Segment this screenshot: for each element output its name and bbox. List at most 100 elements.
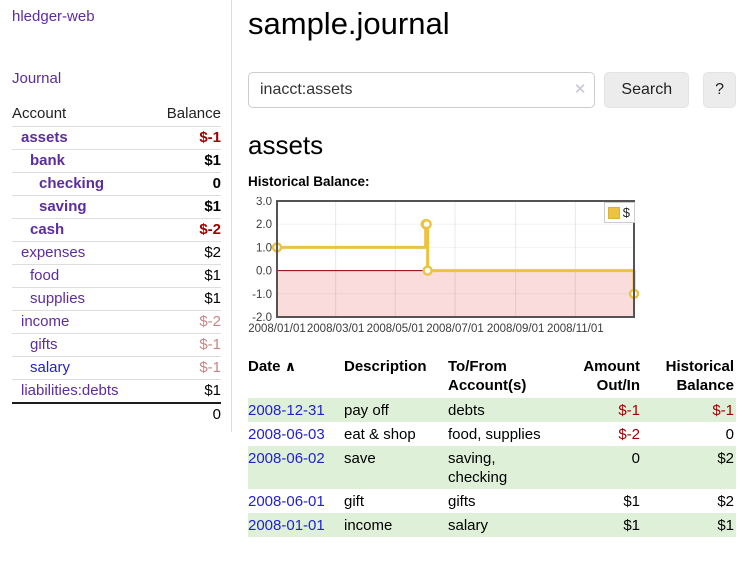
svg-text:2008/09/01: 2008/09/01 (487, 323, 545, 335)
svg-text:2008/07/01: 2008/07/01 (426, 323, 484, 335)
register-header-accounts: To/From Account(s) (448, 358, 527, 394)
account-row: liabilities:debts $1 (12, 379, 221, 403)
search-input[interactable] (248, 72, 596, 108)
register-row: 2008-06-01 gift gifts $1 $2 (248, 489, 736, 513)
register-amount-cell: $-1 (560, 398, 642, 422)
legend-series-label: $ (622, 205, 630, 220)
account-row: supplies $1 (12, 287, 221, 311)
register-amount-cell: $-2 (618, 425, 640, 443)
account-heading: assets (248, 130, 324, 160)
accounts-table-body: assets $-1 bank $1 checking 0 saving $1 cash $-2 e… (12, 126, 221, 403)
search-help-button[interactable]: ? (703, 72, 736, 108)
chart-legend: $ (603, 202, 635, 223)
clear-search-icon[interactable]: ✕ (573, 81, 587, 98)
account-balance: $1 (150, 379, 221, 403)
register-header-description: Description (344, 358, 427, 375)
transaction-date-link[interactable]: 2008-06-01 (248, 492, 325, 510)
register-date-cell: 2008-06-03 (248, 422, 344, 446)
accounts-header-account: Account (12, 105, 67, 122)
account-row: expenses $2 (12, 241, 221, 265)
svg-text:2008/05/01: 2008/05/01 (367, 323, 425, 335)
account-balance: $2 (150, 241, 221, 265)
svg-text:-1.0: -1.0 (252, 289, 272, 301)
account-link-salary[interactable]: salary (30, 359, 71, 376)
register-balance-cell: $2 (717, 492, 734, 510)
register-row: 2008-06-03 eat & shop food, supplies $-2 0 (248, 422, 736, 446)
register-accounts-cell: saving, checking (448, 446, 560, 489)
register-accounts-cell: food, supplies (448, 425, 541, 443)
register-table: Date ∧ Description To/From Account(s) Am… (248, 355, 736, 537)
register-accounts-cell: salary (448, 513, 560, 537)
account-row: checking 0 (12, 172, 221, 196)
register-header-date[interactable]: Date ∧ (248, 358, 297, 375)
svg-text:-2.0: -2.0 (252, 312, 272, 324)
register-header-amount: Amount Out/In (583, 358, 640, 394)
account-link-food[interactable]: food (30, 267, 60, 284)
app-title-link[interactable]: hledger-web (12, 8, 95, 25)
search-button[interactable]: Search (604, 72, 690, 108)
account-link-gifts[interactable]: gifts (30, 336, 58, 353)
register-row: 2008-01-01 income salary $1 $1 (248, 513, 736, 537)
register-date-cell: 2008-06-01 (248, 489, 344, 513)
account-link-liabilities-debts[interactable]: liabilities:debts (21, 382, 119, 399)
register-date-cell: 2008-06-02 (248, 446, 344, 489)
svg-text:1.0: 1.0 (256, 242, 272, 254)
account-link-saving[interactable]: saving (39, 198, 87, 215)
legend-swatch-icon (607, 206, 620, 219)
register-description-cell: eat & shop (344, 425, 416, 443)
accounts-total-row: 0 (12, 402, 221, 426)
svg-text:2.0: 2.0 (256, 219, 272, 231)
app-layout: hledger-web Journal Account Balance asse… (0, 0, 736, 537)
account-row: income $-2 (12, 310, 221, 334)
accounts-header-balance: Balance (166, 105, 221, 122)
accounts-total-balance: 0 (150, 402, 221, 426)
transaction-date-link[interactable]: 2008-01-01 (248, 516, 325, 534)
register-header-row: Date ∧ Description To/From Account(s) Am… (248, 355, 736, 398)
account-link-bank[interactable]: bank (30, 152, 66, 169)
register-header-balance: Historical Balance (665, 358, 734, 394)
account-link-supplies[interactable]: supplies (30, 290, 86, 307)
account-link-income[interactable]: income (21, 313, 70, 330)
account-row: bank $1 (12, 149, 221, 173)
sidebar: hledger-web Journal Account Balance asse… (0, 0, 232, 432)
register-balance-cell: $1 (642, 513, 736, 537)
register-balance-cell: 0 (725, 425, 734, 443)
account-balance: $-2 (150, 218, 221, 242)
transaction-date-link[interactable]: 2008-06-03 (248, 425, 325, 443)
transaction-date-link[interactable]: 2008-12-31 (248, 401, 325, 419)
account-link-checking[interactable]: checking (39, 175, 105, 192)
account-link-assets[interactable]: assets (21, 129, 68, 146)
account-balance: $1 (150, 149, 221, 173)
accounts-header-row: Account Balance (12, 103, 221, 127)
register-description-cell: pay off (344, 398, 448, 422)
account-link-cash[interactable]: cash (30, 221, 65, 238)
account-balance: $-2 (150, 310, 221, 334)
account-balance: $-1 (150, 126, 221, 150)
register-table-body: 2008-12-31 pay off debts $-1 $-1 2008-06-03 ea… (248, 398, 736, 537)
register-row: 2008-12-31 pay off debts $-1 $-1 (248, 398, 736, 422)
svg-text:3.0: 3.0 (256, 197, 272, 208)
account-balance: $1 (150, 287, 221, 311)
svg-text:2008/11/01: 2008/11/01 (547, 323, 604, 335)
register-amount-cell: $1 (560, 513, 642, 537)
register-description-cell: income (344, 513, 448, 537)
account-balance: $-1 (150, 333, 221, 357)
account-row: cash $-2 (12, 218, 221, 242)
register-date-cell: 2008-01-01 (248, 513, 344, 537)
svg-text:2008/01/01: 2008/01/01 (248, 323, 306, 335)
transaction-date-link[interactable]: 2008-06-02 (248, 449, 325, 467)
sidebar-item-journal[interactable]: Journal (12, 70, 62, 87)
register-amount-cell: 0 (560, 446, 642, 489)
sort-asc-icon: ∧ (284, 358, 297, 374)
register-row: 2008-06-02 save saving, checking 0 $2 (248, 446, 736, 489)
register-accounts-cell: gifts (448, 492, 476, 510)
historical-balance-chart: 3.0 2.0 1.0 0.0 -1.0 -2.0 2008/01/01 2008/03/01… (248, 197, 640, 339)
search-input-wrap: ✕ (248, 72, 596, 108)
account-row: salary $-1 (12, 356, 221, 380)
account-link-expenses[interactable]: expenses (21, 244, 86, 261)
register-amount-cell: $1 (623, 492, 640, 510)
register-date-cell: 2008-12-31 (248, 398, 344, 422)
register-accounts-cell: debts (448, 398, 560, 422)
svg-text:2008/03/01: 2008/03/01 (307, 323, 365, 335)
